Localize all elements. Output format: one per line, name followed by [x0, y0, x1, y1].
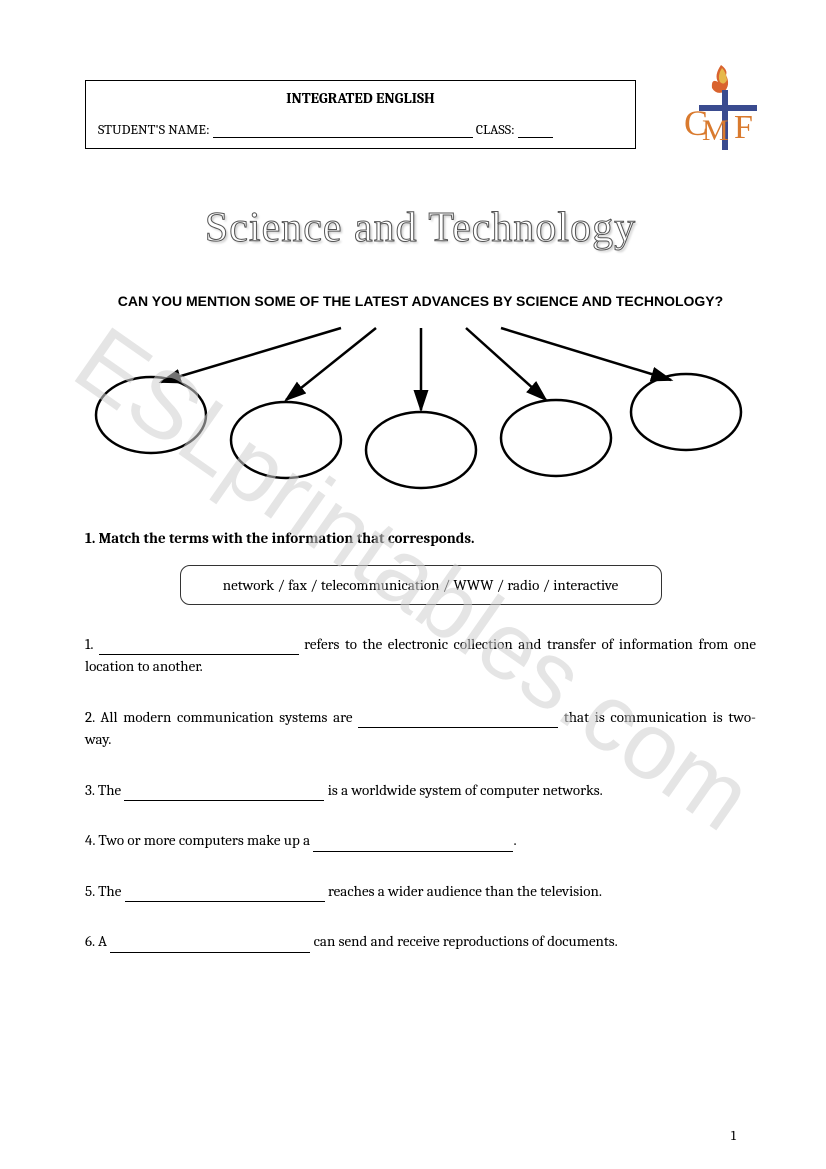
class-input[interactable] — [518, 137, 553, 138]
item-num: 2. — [85, 708, 95, 726]
item-num: 4. — [85, 831, 95, 849]
cmf-logo: C M F — [666, 60, 766, 155]
fill-item-1: 1. refers to the electronic collection a… — [85, 633, 756, 678]
page-number: 1 — [731, 1127, 736, 1144]
item-num: 3. — [85, 781, 95, 799]
item-num: 6. — [85, 932, 95, 950]
fill-item-5: 5. The reaches a wider audience than the… — [85, 880, 756, 903]
brainstorm-oval-1[interactable] — [96, 377, 206, 453]
item-post: reaches a wider audience than the televi… — [325, 882, 602, 900]
class-label: CLASS: — [476, 121, 515, 138]
blank-6[interactable] — [110, 938, 310, 953]
item-post: . — [513, 831, 516, 849]
main-title: Science and Technology — [85, 204, 756, 252]
student-name-label: STUDENT'S NAME: — [98, 121, 210, 138]
blank-5[interactable] — [125, 887, 325, 902]
worksheet-page: C M F INTEGRATED ENGLISH STUDENT'S NAME:… — [0, 0, 826, 1169]
word-bank: network / fax / telecommunication / WWW … — [180, 565, 662, 605]
fill-item-2: 2. All modern communication systems are … — [85, 706, 756, 751]
item-num: 1. — [85, 635, 93, 653]
brainstorm-oval-5[interactable] — [631, 374, 741, 450]
student-fields: STUDENT'S NAME: CLASS: — [98, 121, 623, 138]
student-name-input[interactable] — [213, 137, 473, 138]
blank-2[interactable] — [358, 713, 558, 728]
fill-item-3: 3. The is a worldwide system of computer… — [85, 779, 756, 802]
item-pre: The — [98, 781, 125, 799]
brainstorm-oval-4[interactable] — [501, 400, 611, 476]
item-post: can send and receive reproductions of do… — [310, 932, 617, 950]
brainstorm-diagram — [85, 320, 756, 494]
blank-4[interactable] — [313, 837, 513, 852]
brainstorm-oval-3[interactable] — [366, 412, 476, 488]
blank-1[interactable] — [99, 640, 299, 655]
fill-item-4: 4. Two or more computers make up a . — [85, 829, 756, 852]
course-title: INTEGRATED ENGLISH — [98, 89, 623, 107]
item-pre: The — [98, 882, 125, 900]
item-num: 5. — [85, 882, 95, 900]
item-post: is a worldwide system of computer networ… — [324, 781, 602, 799]
item-pre: A — [98, 932, 110, 950]
fill-item-6: 6. A can send and receive reproductions … — [85, 930, 756, 953]
brainstorm-question: CAN YOU MENTION SOME OF THE LATEST ADVAN… — [85, 292, 756, 312]
header-box: INTEGRATED ENGLISH STUDENT'S NAME: CLASS… — [85, 80, 636, 149]
item-pre: All modern communication systems are — [100, 708, 358, 726]
brainstorm-oval-2[interactable] — [231, 402, 341, 478]
item-pre: Two or more computers make up a — [98, 831, 313, 849]
logo-letter-m: M — [702, 114, 729, 147]
blank-3[interactable] — [124, 786, 324, 801]
logo-letter-f: F — [734, 109, 753, 146]
exercise1-instruction: 1. Match the terms with the information … — [85, 529, 756, 547]
